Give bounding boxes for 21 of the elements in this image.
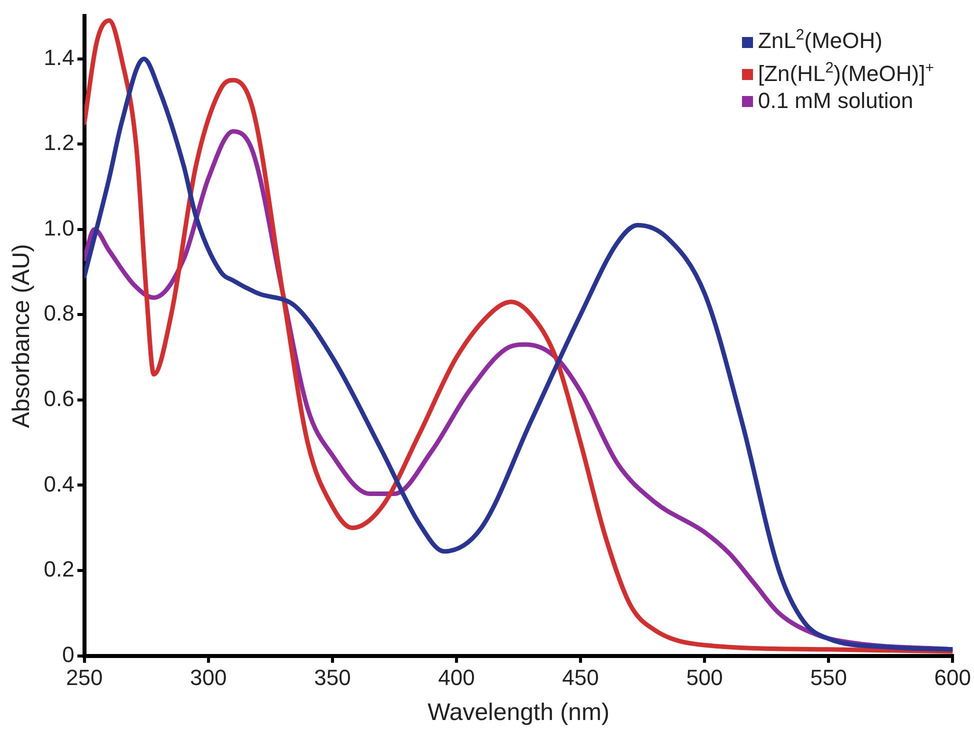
y-tick-label: 1.0	[44, 215, 74, 240]
y-axis-title: Absorbance (AU)	[8, 244, 36, 428]
x-tick-label: 550	[810, 665, 847, 690]
y-tick-label: 0.8	[44, 300, 74, 326]
y-tick-label: 0.2	[44, 556, 74, 582]
x-tick-label: 400	[438, 665, 475, 690]
legend-label: 0.1 mM solution	[758, 88, 914, 113]
y-tick-label: 1.2	[44, 130, 74, 156]
x-tick-label: 350	[314, 665, 351, 690]
x-tick-label: 450	[562, 665, 599, 690]
y-tick-label: 0.6	[44, 386, 74, 412]
x-tick-label: 250	[66, 665, 103, 690]
y-tick-label: 0	[62, 642, 74, 667]
legend-label: ZnL$^{2}$(MeOH)	[758, 27, 882, 54]
legend-label: [Zn(HL$^{2}$)(MeOH)]$^{+}$	[758, 59, 934, 86]
y-tick-label: 1.4	[44, 44, 74, 70]
x-tick-label: 600	[934, 665, 972, 690]
x-axis-title: Wavelength (nm)	[428, 699, 610, 726]
x-tick-label: 500	[686, 665, 723, 690]
x-tick-label: 300	[190, 665, 227, 690]
y-tick-label: 0.4	[44, 471, 74, 496]
